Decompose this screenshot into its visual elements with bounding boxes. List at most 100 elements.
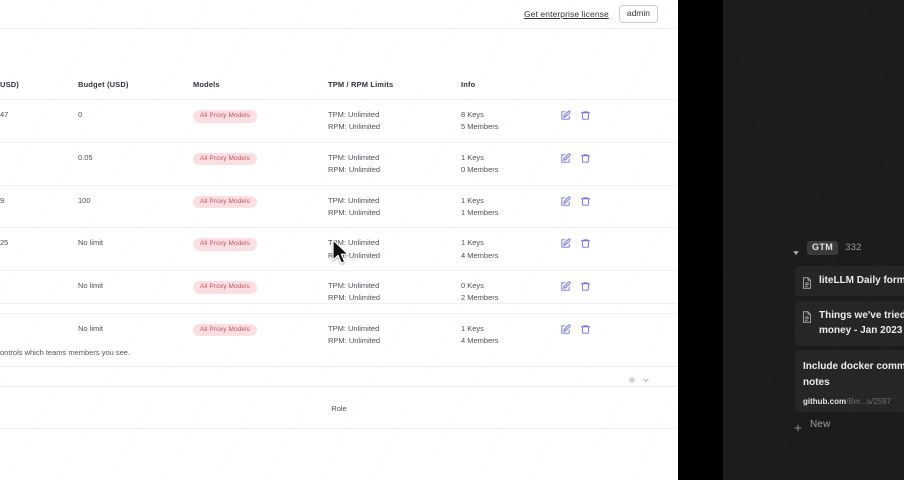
rpm-value: RPM: Unlimited (328, 122, 381, 132)
cell-models: All Proxy Models (193, 141, 328, 185)
gear-icon[interactable] (628, 371, 636, 384)
cell-spend (0, 270, 78, 314)
members-count: 4 Members (461, 250, 499, 260)
cell-info: 0 Keys 2 Members (461, 270, 558, 314)
rpm-value: RPM: Unlimited (328, 336, 381, 346)
cell-budget: No limit (78, 227, 193, 271)
note-card[interactable]: liteLLM Daily forma (795, 266, 904, 296)
edit-icon[interactable] (560, 324, 571, 335)
keys-count: 1 Keys (461, 238, 484, 248)
cell-models: All Proxy Models (193, 227, 328, 271)
notes-sidebar-panel: GTM 332 liteLLM Daily forma Things we've… (723, 0, 904, 480)
cell-spend (0, 312, 78, 356)
members-count: 0 Members (461, 165, 499, 175)
admin-user-chip[interactable]: admin (618, 5, 658, 23)
cell-limits: TPM: Unlimited RPM: Unlimited (328, 141, 461, 185)
cell-actions (558, 184, 678, 228)
note-title: Include docker comma notes (803, 361, 904, 388)
cell-actions (558, 141, 678, 185)
cell-actions (558, 270, 678, 314)
tpm-value: TPM: Unlimited (328, 281, 380, 290)
document-icon (802, 276, 812, 289)
column-header-limits: TPM / RPM Limits (328, 80, 394, 89)
keys-count: 1 Keys (461, 152, 484, 162)
cell-limits: TPM: Unlimited RPM: Unlimited (328, 184, 461, 228)
column-header-budget: Budget (USD) (78, 80, 129, 89)
cell-actions (558, 227, 678, 271)
new-note-button[interactable]: New (793, 419, 831, 431)
delete-icon[interactable] (580, 281, 591, 292)
cell-actions (558, 312, 678, 356)
cell-models: All Proxy Models (193, 99, 328, 143)
table-header-row: USD) Budget (USD) Models TPM / RPM Limit… (0, 74, 678, 100)
team-selector-controls[interactable] (628, 371, 650, 384)
delete-icon[interactable] (580, 153, 591, 164)
delete-icon[interactable] (580, 196, 591, 207)
keys-count: 1 Keys (461, 323, 484, 333)
cell-info: 1 Keys 0 Members (461, 141, 558, 185)
delete-icon[interactable] (580, 324, 591, 335)
column-header-role: Role (331, 404, 347, 413)
table-row[interactable]: No limit All Proxy Models TPM: Unlimited… (0, 312, 678, 356)
team-selector-row[interactable] (0, 367, 678, 386)
rpm-value: RPM: Unlimited (328, 207, 381, 217)
chevron-down-icon[interactable] (642, 371, 650, 382)
rpm-value: RPM: Unlimited (328, 250, 381, 260)
cell-spend: 25 (0, 227, 78, 271)
edit-icon[interactable] (560, 110, 571, 121)
members-count: 1 Members (461, 207, 499, 217)
table-row[interactable]: 9 100 All Proxy Models TPM: Unlimited RP… (0, 184, 678, 228)
new-note-label: New (810, 419, 831, 430)
note-title: Things we've tried money - Jan 2023 (819, 310, 904, 336)
delete-icon[interactable] (580, 238, 591, 249)
cell-info: 1 Keys 4 Members (461, 227, 558, 271)
get-enterprise-license-link[interactable]: Get enterprise license (523, 9, 609, 19)
note-url[interactable]: github.com/Ber...s/2597 (803, 398, 904, 406)
chevron-down-icon[interactable] (792, 244, 800, 255)
models-badge: All Proxy Models (193, 195, 258, 208)
note-card[interactable]: Things we've tried money - Jan 2023 (795, 301, 904, 346)
delete-icon[interactable] (580, 110, 591, 121)
note-card[interactable]: Include docker comma notes github.com/Be… (795, 350, 904, 412)
cell-limits: TPM: Unlimited RPM: Unlimited (328, 227, 461, 271)
table-row[interactable]: 47 0 All Proxy Models TPM: Unlimited RPM… (0, 99, 678, 143)
models-badge: All Proxy Models (193, 110, 258, 123)
plus-icon (793, 420, 803, 431)
column-header-models: Models (193, 80, 220, 89)
note-url-path: /Ber...s/2597 (846, 397, 892, 406)
topbar-divider (0, 28, 678, 29)
column-header-spend: USD) (0, 80, 19, 89)
table-row[interactable]: 25 No limit All Proxy Models TPM: Unlimi… (0, 227, 678, 271)
table-row[interactable]: No limit All Proxy Models TPM: Unlimited… (0, 270, 678, 314)
table-row[interactable]: 0.05 All Proxy Models TPM: Unlimited RPM… (0, 141, 678, 185)
cell-spend: 9 (0, 184, 78, 228)
tpm-value: TPM: Unlimited (328, 195, 380, 205)
edit-icon[interactable] (560, 238, 571, 249)
cell-info: 1 Keys 1 Members (461, 184, 558, 228)
members-count: 4 Members (461, 336, 499, 346)
tpm-value: TPM: Unlimited (328, 110, 380, 119)
cell-budget: No limit (78, 270, 193, 314)
models-badge: All Proxy Models (193, 152, 258, 166)
edit-icon[interactable] (560, 281, 571, 292)
models-badge: All Proxy Models (193, 238, 258, 251)
cell-limits: TPM: Unlimited RPM: Unlimited (328, 270, 461, 314)
tpm-value: TPM: Unlimited (328, 323, 380, 333)
keys-count: 1 Keys (461, 195, 484, 205)
cell-budget: 0.05 (78, 141, 193, 185)
selector-top-divider (0, 366, 678, 367)
edit-icon[interactable] (560, 195, 571, 207)
notes-group-header[interactable]: GTM 332 (792, 241, 862, 255)
tpm-value: TPM: Unlimited (328, 152, 380, 162)
cell-budget: 100 (78, 184, 193, 228)
litellm-app-viewport: Get enterprise license admin USD) Budget… (0, 0, 678, 480)
edit-icon[interactable] (560, 153, 571, 164)
keys-count: 0 Keys (461, 281, 484, 290)
teams-table: USD) Budget (USD) Models TPM / RPM Limit… (0, 74, 678, 356)
cell-spend: 47 (0, 99, 78, 143)
members-count: 5 Members (461, 122, 499, 132)
cell-info: 1 Keys 4 Members (461, 312, 558, 356)
members-count: 2 Members (461, 293, 499, 303)
document-icon (802, 310, 812, 323)
